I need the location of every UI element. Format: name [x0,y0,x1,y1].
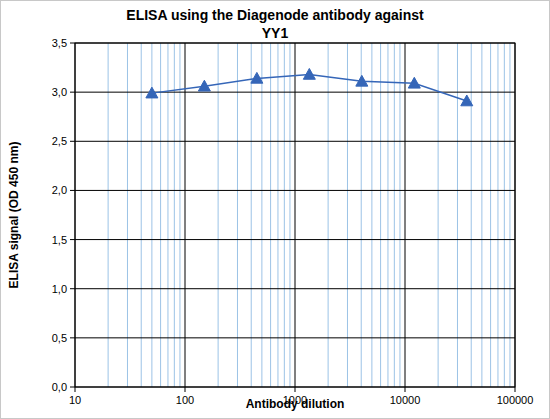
minor-grid-x [380,43,381,387]
minor-grid-x [261,43,262,387]
x-tick [515,387,516,392]
minor-grid-x [347,43,348,387]
minor-grid-x [237,43,238,387]
x-tick-label: 100000 [497,394,534,406]
minor-grid-x [174,43,175,387]
minor-grid-x [504,43,505,387]
minor-grid-x [490,43,491,387]
y-tick-label: 3,5 [52,37,67,49]
grid-y [75,288,515,289]
minor-grid-x [399,43,400,387]
y-axis-label: ELISA signal (OD 450 nm) [7,142,21,289]
y-tick [70,43,75,44]
plot-frame [75,43,515,387]
x-tick [185,387,186,392]
grid-x [295,43,296,387]
minor-grid-x [127,43,128,387]
y-tick-label: 1,5 [52,234,67,246]
background [1,1,550,419]
x-tick [295,387,296,392]
minor-grid-x [160,43,161,387]
minor-grid-x [218,43,219,387]
x-tick-label: 100 [176,394,194,406]
title-line: ELISA using the Diagenode antibody again… [126,7,424,23]
data-point [408,77,420,88]
data-point [198,80,210,91]
x-tick-label: 10 [69,394,81,406]
series-group [146,68,473,105]
y-tick-label: 0,0 [52,381,67,393]
data-point [461,95,473,106]
x-tick [405,387,406,392]
y-tick-label: 3,0 [52,86,67,98]
minor-grid-x [371,43,372,387]
minor-grid-x [289,43,290,387]
data-point [146,87,158,98]
minor-grid-x [167,43,168,387]
y-tick [70,92,75,93]
grid-y [75,239,515,240]
y-tick [70,387,75,388]
minor-grid-x [497,43,498,387]
grid-y [75,337,515,338]
minor-grid-x [457,43,458,387]
data-point [356,75,368,86]
plot-area [75,43,515,387]
y-tick [70,337,75,338]
grid-y [75,92,515,93]
minor-grid-x [270,43,271,387]
minor-grid-x [471,43,472,387]
grid-y [75,190,515,191]
minor-grid-x [108,43,109,387]
chart-svg: ELISA using the Diagenode antibody again… [0,0,550,419]
minor-grid-x [394,43,395,387]
x-axis-label: Antibody dilution [246,397,345,411]
y-tick [70,190,75,191]
title: ELISA using the Diagenode antibody again… [126,7,424,41]
minor-grid-x [361,43,362,387]
title-line: YY1 [262,25,289,41]
minor-grid-x [284,43,285,387]
y-tick [70,288,75,289]
x-tick-label: 10000 [390,394,421,406]
minor-grid-x [387,43,388,387]
minor-grid-x [277,43,278,387]
minor-grid-x [481,43,482,387]
chart-container: ELISA using the Diagenode antibody again… [0,0,550,419]
y-tick-label: 1,0 [52,283,67,295]
grid-y [75,141,515,142]
minor-grid-x [328,43,329,387]
grid-x [185,43,186,387]
grid-x [405,43,406,387]
minor-grid-x [438,43,439,387]
y-tick-label: 0,5 [52,332,67,344]
data-point [251,72,263,83]
x-tick [75,387,76,392]
data-point [303,68,315,79]
y-tick [70,141,75,142]
minor-grid-x [141,43,142,387]
minor-grid-x [251,43,252,387]
minor-grid-x [509,43,510,387]
y-tick-label: 2,0 [52,184,67,196]
y-tick-label: 2,5 [52,135,67,147]
y-tick [70,239,75,240]
minor-grid-x [179,43,180,387]
